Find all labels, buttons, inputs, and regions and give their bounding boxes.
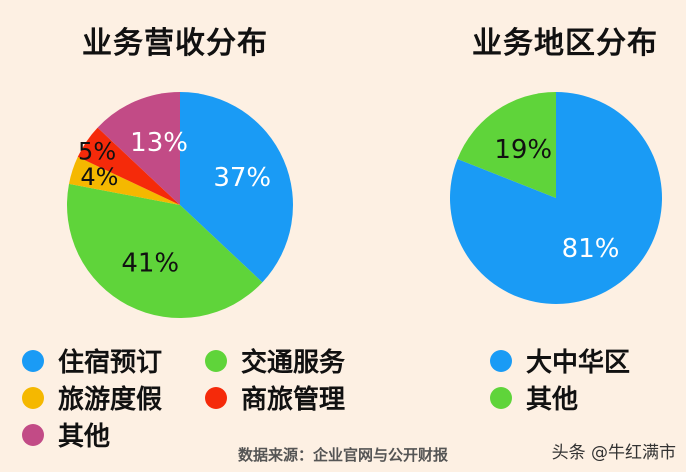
legend-label-0-0: 住宿预订 <box>58 348 163 378</box>
region-pie-chart: 81% 19% <box>450 92 662 304</box>
pie-label-0-1: 41% <box>121 248 179 278</box>
legend-label-0-1: 交通服务 <box>241 348 346 378</box>
data-source-note: 数据来源：企业官网与公开财报 <box>237 446 448 464</box>
legend-dot-1-0 <box>490 349 512 372</box>
legend-dot-1-1 <box>490 386 512 409</box>
watermark: 头条 @牛红满市 <box>551 443 676 463</box>
pie-slice-0-2 <box>69 156 180 205</box>
legend-label-0-3: 商旅管理 <box>241 385 346 415</box>
revenue-chart-title: 业务营收分布 <box>82 26 268 61</box>
legend-dot-0-1 <box>205 349 227 372</box>
legend-label-0-4: 其他 <box>58 422 111 452</box>
pie-slice-0-4 <box>97 92 180 205</box>
pie-slice-0-1 <box>66 183 263 318</box>
revenue-pie-chart: 37% 41% 4%5% 13% <box>66 92 293 318</box>
pie-label-0-3: 5% <box>78 137 116 165</box>
legend-dot-0-4 <box>22 423 44 446</box>
pie-label-0-2: 4% <box>80 163 118 191</box>
legend-label-1-0: 大中华区 <box>526 348 631 378</box>
legend-dot-0-3 <box>205 386 227 409</box>
legend-item-1-0: 大中华区 <box>490 342 630 379</box>
pie-label-1-0: 81% <box>562 234 620 264</box>
pie-label-0-4: 13% <box>130 128 188 158</box>
legend-dot-0-2 <box>22 386 44 409</box>
pie-slice-1-1 <box>457 92 556 198</box>
legend-item-0-4: 其他 <box>22 416 110 453</box>
pie-slice-0-3 <box>77 127 180 205</box>
legend-item-0-1: 交通服务 <box>205 342 345 379</box>
region-chart-title: 业务地区分布 <box>472 26 658 61</box>
pie-label-1-1: 19% <box>494 135 552 165</box>
legend-item-1-1: 其他 <box>490 379 578 416</box>
legend-item-0-3: 商旅管理 <box>205 379 345 416</box>
pie-label-0-0: 37% <box>213 163 271 193</box>
legend-dot-0-0 <box>22 349 44 372</box>
legend-label-0-2: 旅游度假 <box>58 385 163 415</box>
legend-item-0-0: 住宿预订 <box>22 342 162 379</box>
pie-slice-0-0 <box>180 92 293 283</box>
legend-item-0-2: 旅游度假 <box>22 379 162 416</box>
legend-label-1-1: 其他 <box>526 385 579 415</box>
